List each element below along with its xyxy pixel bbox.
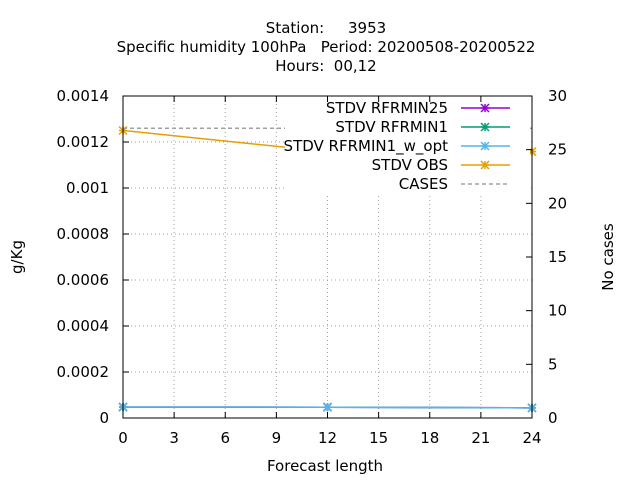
legend-label: STDV RFRMIN1 <box>335 118 448 136</box>
y-tick-label: 0.0004 <box>57 317 110 335</box>
x-axis-label: Forecast length <box>267 457 383 475</box>
y-axis-label: g/Kg <box>8 240 26 274</box>
y2-tick-label: 0 <box>548 409 558 427</box>
legend-label: STDV RFRMIN1_w_opt <box>284 137 449 156</box>
chart-title-line-1: Station: 3953 <box>266 19 386 37</box>
x-tick-label: 0 <box>118 429 128 447</box>
chart-title-line-2: Specific humidity 100hPa Period: 2020050… <box>117 38 536 56</box>
y2-axis-label: No cases <box>599 223 617 291</box>
y-tick-label: 0.0008 <box>57 225 110 243</box>
legend-marker <box>480 103 490 113</box>
legend-background <box>285 96 530 193</box>
x-tick-label: 15 <box>369 429 388 447</box>
y-tick-label: 0.0014 <box>57 87 110 105</box>
legend-marker <box>480 160 490 170</box>
legend-label: STDV OBS <box>372 156 448 174</box>
series-point-2 <box>322 402 333 412</box>
legend-marker <box>480 122 490 132</box>
y2-tick-label: 20 <box>548 194 567 212</box>
y2-tick-label: 5 <box>548 355 558 373</box>
x-tick-label: 18 <box>420 429 439 447</box>
y-tick-label: 0.001 <box>66 179 109 197</box>
y2-tick-label: 15 <box>548 248 567 266</box>
x-tick-label: 24 <box>522 429 541 447</box>
x-tick-label: 21 <box>471 429 490 447</box>
y-tick-label: 0.0012 <box>57 133 110 151</box>
legend-label: STDV RFRMIN25 <box>326 99 448 117</box>
x-tick-label: 6 <box>220 429 230 447</box>
y-tick-label: 0.0002 <box>57 363 110 381</box>
y-tick-label: 0.0006 <box>57 271 110 289</box>
y2-tick-label: 10 <box>548 302 567 320</box>
axes-layer: 0 3 6 9 12 15 18 21 24 0 0.0002 0.0004 0.0006 0.0008 0… <box>57 87 568 447</box>
x-tick-label: 12 <box>318 429 337 447</box>
x-tick-label: 3 <box>169 429 179 447</box>
legend-label: CASES <box>399 175 448 193</box>
y2-tick-label: 30 <box>548 87 567 105</box>
chart-title-line-3: Hours: 00,12 <box>275 57 376 75</box>
legend-marker <box>480 141 490 151</box>
y2-tick-label: 25 <box>548 141 567 159</box>
y-tick-label: 0 <box>99 409 109 427</box>
x-tick-label: 9 <box>272 429 282 447</box>
